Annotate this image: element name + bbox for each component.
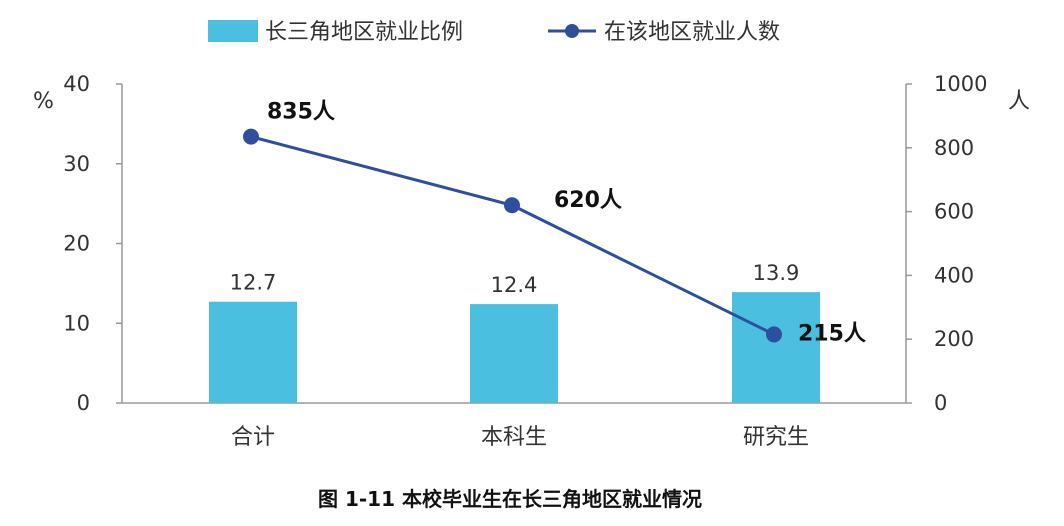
left-tick-label: 40 [63, 72, 90, 96]
left-tick-label: 0 [77, 391, 90, 415]
bar-value-label: 12.7 [230, 271, 277, 295]
category-label: 研究生 [743, 425, 809, 450]
line-series: 835人 620人 215人 [243, 100, 866, 346]
right-axis-ticks: 0 200 400 600 800 1000 [906, 72, 987, 415]
legend: 长三角地区就业比例 在该地区就业人数 [208, 20, 780, 45]
right-tick-label: 400 [934, 263, 974, 287]
bar-value-label: 13.9 [753, 261, 800, 285]
left-tick-label: 30 [63, 152, 90, 176]
legend-line-marker [565, 24, 579, 38]
left-tick-label: 10 [63, 311, 90, 335]
line-point-label: 835人 [267, 100, 335, 125]
left-tick-label: 20 [63, 232, 90, 256]
bar [732, 292, 820, 403]
right-axis-unit: 人 [1008, 89, 1030, 114]
bars: 12.7 12.4 13.9 [209, 261, 820, 403]
category-label: 本科生 [481, 425, 547, 450]
category-labels: 合计 本科生 研究生 [231, 425, 809, 450]
right-tick-label: 200 [934, 327, 974, 351]
legend-bar-label: 长三角地区就业比例 [265, 20, 463, 45]
line-point-label: 215人 [798, 321, 866, 346]
legend-bar-swatch [208, 20, 258, 42]
right-tick-label: 600 [934, 200, 974, 224]
right-tick-label: 800 [934, 136, 974, 160]
bar [209, 301, 297, 403]
category-label: 合计 [231, 425, 275, 450]
bar-value-label: 12.4 [491, 273, 538, 297]
legend-line-label: 在该地区就业人数 [604, 20, 780, 45]
left-axis-ticks: 0 10 20 30 40 [63, 72, 122, 415]
chart-caption: 图 1-11 本校毕业生在长三角地区就业情况 [318, 487, 702, 511]
right-tick-label: 1000 [934, 72, 987, 96]
line-point [766, 326, 782, 343]
line-point [504, 197, 520, 214]
line-point-label: 620人 [554, 188, 622, 213]
line-point [243, 128, 259, 145]
bar [470, 304, 558, 403]
right-tick-label: 0 [934, 391, 947, 415]
left-axis-unit: % [33, 89, 54, 114]
